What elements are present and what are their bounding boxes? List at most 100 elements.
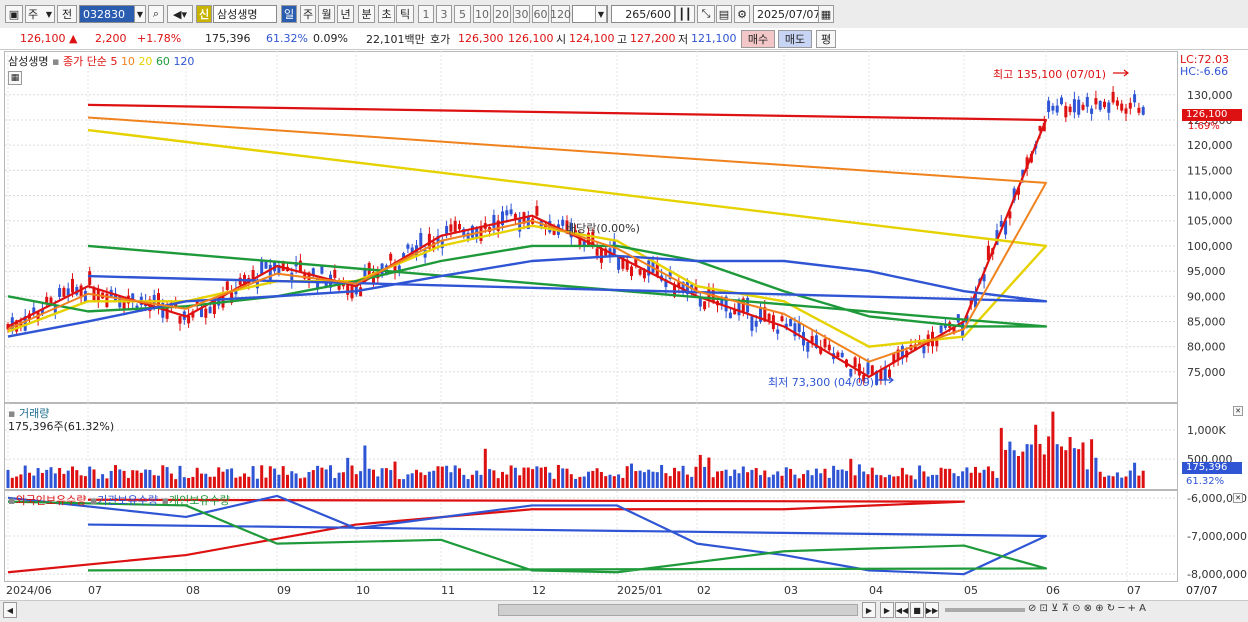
volume-bar	[40, 472, 44, 488]
market-select[interactable]: 주 ▼	[25, 5, 55, 23]
candle-body	[759, 307, 762, 322]
period-tab-1[interactable]: 주	[300, 5, 316, 23]
volume-bar	[1124, 476, 1128, 488]
holders-tick-label: -6,000,000	[1187, 492, 1247, 505]
period-tab-3[interactable]: 년	[337, 5, 354, 23]
candle-body	[1064, 105, 1068, 118]
volume-bar	[423, 475, 427, 488]
price-pane[interactable]	[4, 51, 1178, 403]
minute-step-5[interactable]: 30	[513, 5, 530, 23]
date-field[interactable]: 2025/07/07	[753, 5, 820, 23]
candle-body	[496, 220, 500, 231]
zoom-slider[interactable]	[945, 608, 1025, 612]
volume-bar	[1081, 442, 1085, 488]
candle-body	[165, 306, 169, 319]
volume-bar	[62, 473, 66, 488]
minute-step-0[interactable]: 1	[418, 5, 434, 23]
volume-bar	[105, 478, 109, 488]
open-label: 시	[556, 32, 567, 46]
rewind-icon[interactable]: ◀◀	[895, 602, 909, 618]
close-icon[interactable]: ✕	[1233, 406, 1243, 416]
volume-pane[interactable]	[4, 403, 1178, 490]
date-tick-label: 06	[1046, 584, 1060, 597]
chevron-down-icon[interactable]: ▼	[595, 5, 607, 23]
candle-body	[591, 231, 595, 245]
volume-value-label: 175,396주(61.32%)	[8, 420, 115, 433]
candle-body	[634, 259, 638, 266]
candle-body	[152, 295, 156, 305]
minute-step-6[interactable]: 60	[532, 5, 549, 23]
chevron-down-icon[interactable]: ▼	[134, 5, 146, 23]
volume-bar	[88, 466, 92, 488]
volume-bar	[793, 474, 797, 488]
low-arrow-icon	[877, 376, 894, 384]
window-icon[interactable]: ▣	[5, 5, 23, 23]
date-tick-label: 2024/06	[6, 584, 52, 597]
forward-icon[interactable]: ▶▶	[925, 602, 939, 618]
scroll-right-icon[interactable]: ▶	[862, 602, 876, 618]
candle-body	[819, 346, 823, 354]
candle-body	[346, 283, 350, 295]
volume-bar	[931, 474, 934, 488]
volume-bar	[716, 471, 719, 488]
stock-name-field[interactable]: 삼성생명	[213, 5, 277, 23]
volume-bar	[1051, 411, 1055, 488]
scrollbar-thumb[interactable]	[498, 604, 858, 616]
volume-bar	[298, 478, 302, 488]
search-icon[interactable]: ⌕	[148, 5, 164, 23]
candle-body	[892, 353, 896, 364]
price-tick-label: 105,000	[1187, 215, 1233, 228]
legend-ma-title: 종가 단순	[62, 55, 107, 68]
buy-button[interactable]: 매수	[741, 30, 775, 48]
period-tab-6[interactable]: 틱	[396, 5, 414, 23]
speaker-icon[interactable]: ◀▾	[167, 5, 193, 23]
gear-icon[interactable]: ⚙	[734, 5, 750, 23]
grid-toggle-icon[interactable]: ▦	[8, 71, 22, 85]
volume-bar	[746, 472, 750, 488]
candle-body	[320, 265, 324, 274]
volume-bar	[642, 472, 646, 488]
volume-bar	[965, 467, 969, 488]
volume-bar	[1103, 476, 1106, 488]
period-tab-2[interactable]: 월	[318, 5, 335, 23]
candle-body	[131, 293, 135, 302]
volume-bar	[862, 471, 866, 488]
play-icon[interactable]: ▶	[880, 602, 894, 618]
volume-bar	[440, 466, 444, 488]
minute-step-3[interactable]: 10	[473, 5, 491, 23]
volume-bar	[694, 466, 698, 488]
sell-button[interactable]: 매도	[778, 30, 812, 48]
period-tab-0[interactable]: 일	[281, 5, 297, 23]
period-tab-5[interactable]: 초	[378, 5, 395, 23]
volume-bar	[823, 468, 827, 488]
candle-body	[1008, 211, 1012, 219]
volume-bar	[200, 473, 203, 488]
save-icon[interactable]: ▤	[716, 5, 732, 23]
volume-bar	[126, 477, 130, 488]
minute-step-4[interactable]: 20	[493, 5, 511, 23]
period-tab-4[interactable]: 분	[358, 5, 375, 23]
stop-icon[interactable]: ■	[910, 602, 924, 618]
draw-tools-icons[interactable]: ⊘ ⊡ ⊻ ⊼ ⊙ ⊗ ⊕ ↻ ─ + A	[1028, 603, 1146, 614]
candle-body	[393, 262, 397, 274]
volume-bar	[591, 470, 595, 488]
candle-icon[interactable]: ┃┃	[675, 5, 695, 23]
volume-bar	[75, 470, 79, 488]
volume-bar	[771, 474, 775, 488]
wand-icon[interactable]: ⤡	[697, 5, 715, 23]
volume-bar	[522, 467, 526, 488]
candle-body	[1128, 102, 1132, 109]
count-input[interactable]: 265/600	[611, 5, 675, 23]
prev-button[interactable]: 전	[57, 5, 77, 23]
calendar-icon[interactable]: ▦	[818, 5, 834, 23]
close-icon[interactable]: ✕	[1233, 493, 1243, 503]
candle-body	[88, 271, 92, 285]
legend-individual: 개인보유수량	[168, 494, 230, 507]
minute-step-1[interactable]: 3	[436, 5, 452, 23]
minute-step-2[interactable]: 5	[454, 5, 471, 23]
scroll-left-icon[interactable]: ◀	[3, 602, 17, 618]
stock-code-input[interactable]: 032830	[79, 5, 135, 23]
candle-body	[397, 265, 401, 270]
eval-button[interactable]: 평	[816, 30, 836, 48]
minute-step-7[interactable]: 120	[550, 5, 571, 23]
